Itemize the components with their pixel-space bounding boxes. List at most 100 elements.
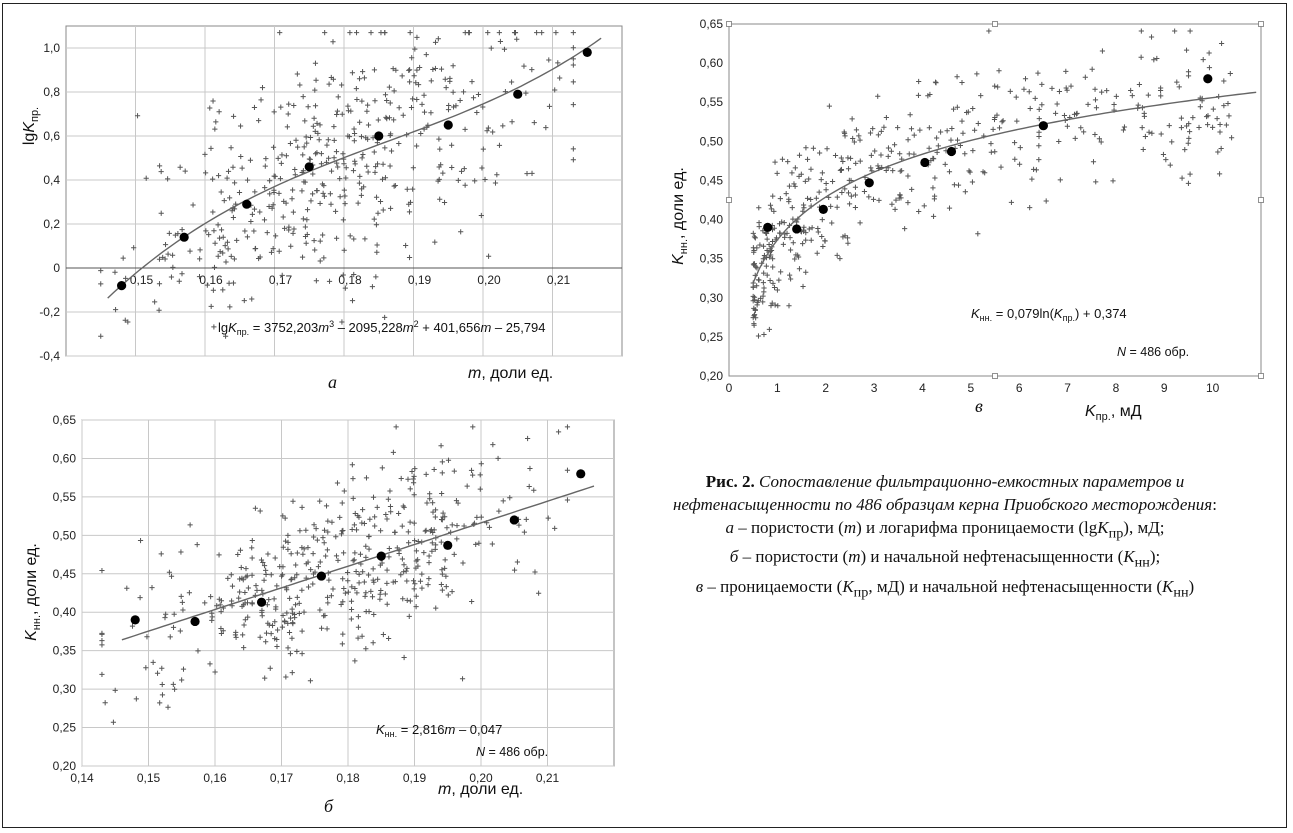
scatter-point — [210, 287, 216, 293]
scatter-point — [285, 111, 291, 117]
scatter-point — [857, 158, 863, 164]
scatter-point — [325, 518, 331, 524]
scatter-point — [253, 582, 259, 589]
scatter-point — [243, 574, 249, 580]
scatter-point — [1185, 180, 1192, 187]
scatter-point — [866, 194, 872, 200]
scatter-point — [426, 553, 432, 559]
scatter-point — [112, 687, 118, 693]
scatter-point — [396, 105, 402, 111]
scatter-point — [271, 596, 277, 602]
x-tick-label-a: 0,18 — [338, 273, 362, 287]
scatter-point — [297, 82, 303, 88]
scatter-point — [238, 153, 244, 160]
scatter-point — [902, 226, 908, 232]
scatter-point — [1056, 88, 1063, 95]
scatter-point — [216, 235, 223, 241]
scatter-point — [230, 164, 236, 170]
scatter-point — [1008, 199, 1015, 206]
scatter-point — [386, 554, 392, 560]
scatter-point — [1216, 171, 1223, 177]
scatter-point — [988, 141, 994, 147]
scatter-point — [897, 151, 903, 157]
bin-mean-point-a — [513, 89, 523, 99]
scatter-point — [852, 204, 859, 211]
scatter-point — [286, 629, 293, 636]
scatter-point — [242, 600, 248, 606]
scatter-point — [371, 149, 377, 155]
scatter-point — [509, 119, 515, 125]
scatter-point — [470, 424, 476, 430]
scatter-point — [445, 457, 452, 463]
scatter-point — [289, 576, 295, 582]
scatter-point — [847, 155, 854, 161]
scatter-point — [296, 600, 302, 606]
scatter-point — [339, 82, 345, 88]
scatter-point — [378, 587, 384, 594]
scatter-point — [369, 284, 376, 290]
scatter-point — [330, 39, 336, 45]
scatter-point — [125, 319, 131, 325]
scatter-point — [1099, 89, 1105, 95]
scatter-point — [1136, 81, 1143, 88]
scatter-point — [466, 30, 473, 36]
frame-handle-v — [1258, 373, 1264, 379]
scatter-point — [779, 156, 786, 162]
scatter-point — [1081, 129, 1087, 135]
scatter-point — [999, 119, 1005, 125]
scatter-point — [339, 500, 345, 506]
scatter-point — [813, 195, 819, 201]
scatter-point — [1072, 135, 1078, 141]
scatter-point — [1158, 85, 1164, 91]
scatter-point — [285, 620, 291, 627]
scatter-point — [909, 186, 915, 193]
scatter-point — [841, 129, 847, 135]
scatter-point — [327, 191, 333, 197]
scatter-point — [156, 163, 163, 169]
scatter-point — [1139, 125, 1145, 131]
scatter-point — [351, 522, 357, 528]
scatter-point — [816, 150, 823, 156]
scatter-point — [526, 483, 532, 490]
y-tick-label-v: 0,30 — [700, 291, 724, 305]
scatter-point — [284, 610, 290, 616]
scatter-point — [276, 248, 282, 254]
equation-a: lgKпр. = 3752,203m3 – 2095,228m2 + 401,6… — [218, 319, 546, 337]
scatter-point — [1154, 55, 1160, 62]
scatter-point — [822, 238, 828, 244]
bin-mean-point-v — [864, 178, 874, 188]
scatter-point — [883, 167, 889, 174]
scatter-point — [419, 101, 425, 107]
scatter-point — [531, 119, 537, 126]
scatter-point — [992, 149, 998, 155]
scatter-point — [845, 240, 851, 246]
scatter-point — [808, 237, 814, 243]
scatter-point — [238, 564, 244, 571]
scatter-point — [353, 30, 360, 36]
scatter-point — [751, 312, 758, 318]
scatter-point — [399, 73, 405, 79]
scatter-point — [261, 577, 267, 583]
frame-handle-v — [992, 373, 998, 379]
scatter-point — [178, 593, 184, 599]
scatter-point — [393, 67, 399, 73]
scatter-point — [249, 555, 255, 561]
scatter-point — [555, 60, 561, 66]
scatter-point — [355, 200, 361, 206]
scatter-point — [237, 576, 243, 582]
scatter-point — [411, 586, 417, 592]
scatter-point — [283, 674, 289, 680]
scatter-point — [294, 550, 300, 556]
scatter-point — [1186, 135, 1192, 141]
scatter-point — [271, 173, 277, 179]
scatter-point — [195, 648, 201, 654]
scatter-point — [1056, 138, 1062, 145]
scatter-point — [756, 277, 762, 283]
scatter-point — [837, 255, 843, 262]
scatter-point — [988, 149, 994, 155]
scatter-point — [407, 486, 413, 492]
scatter-point — [388, 148, 395, 154]
scatter-point — [824, 146, 830, 152]
scatter-point — [301, 609, 307, 615]
scatter-point — [406, 201, 412, 207]
